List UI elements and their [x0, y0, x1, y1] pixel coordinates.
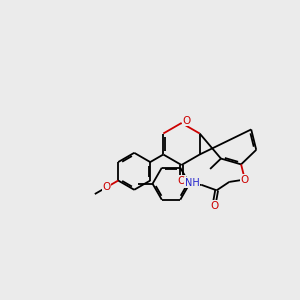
Text: NH: NH: [184, 178, 199, 188]
Text: O: O: [102, 182, 111, 192]
Text: O: O: [183, 116, 191, 126]
Text: O: O: [210, 201, 218, 211]
Text: O: O: [177, 176, 186, 186]
Text: O: O: [241, 175, 249, 184]
